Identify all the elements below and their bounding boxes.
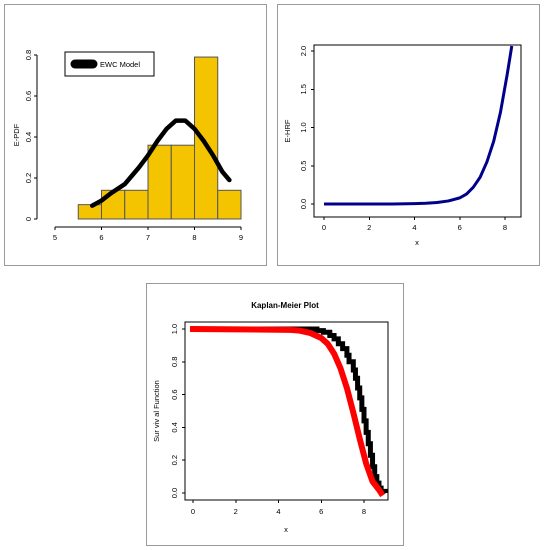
- histogram-bar: [124, 189, 149, 220]
- x-tick-label: 6: [319, 507, 323, 516]
- x-tick-label: 0: [191, 507, 195, 516]
- x-tick-label: 7: [146, 233, 150, 242]
- histogram-bar: [194, 56, 219, 220]
- histogram-bar: [77, 204, 102, 220]
- x-tick-label: 5: [53, 233, 57, 242]
- x-axis-label: x: [284, 525, 288, 534]
- plot-frame: [184, 321, 389, 501]
- hazard-rate-chart: 0 2 4 6 8 0.0 0.5 1.0 1.5 2.0 x E-HRF: [283, 44, 522, 247]
- x-tick-label: 8: [503, 223, 507, 232]
- y-tick-label: 0.8: [24, 50, 33, 60]
- y-tick-label: 0.0: [170, 488, 179, 498]
- x-tick-label: 6: [458, 223, 462, 232]
- y-tick-label: 0: [24, 217, 33, 221]
- x-tick-label: 4: [276, 507, 280, 516]
- y-tick-label: 0.6: [170, 389, 179, 399]
- y-tick-label: 0.2: [170, 455, 179, 465]
- y-tick-label: 0.2: [24, 173, 33, 183]
- y-tick-label: 0.4: [24, 132, 33, 142]
- y-tick-label: 1.5: [299, 84, 308, 94]
- y-tick-label: 0.0: [299, 199, 308, 209]
- y-tick-label: 1.0: [170, 324, 179, 334]
- fitted-survival-curve: [189, 325, 386, 498]
- x-tick-label: 9: [239, 233, 243, 242]
- x-tick-label: 4: [412, 223, 416, 232]
- histogram-bar: [217, 189, 242, 220]
- x-axis-label: x: [415, 238, 419, 247]
- hazard-curve: [324, 45, 514, 206]
- histogram-bar: [147, 144, 172, 220]
- y-tick-label: 1.0: [299, 122, 308, 132]
- hazard-rate-panel: 0 2 4 6 8 0.0 0.5 1.0 1.5 2.0 x E-HRF: [277, 4, 540, 266]
- x-tick-label: 2: [367, 223, 371, 232]
- y-tick-label: 0.5: [299, 161, 308, 171]
- y-axis-label: E-PDF: [12, 123, 21, 146]
- y-tick-label: 0.8: [170, 357, 179, 367]
- x-tick-label: 8: [192, 233, 196, 242]
- histogram-bar: [170, 144, 195, 220]
- histogram-bar: [101, 189, 126, 220]
- kaplan-meier-chart: Kaplan-Meier Plot 0 2 4 6 8 0.0 0.2 0.4 0.6 0.8 1.…: [152, 301, 389, 534]
- chart-title: Kaplan-Meier Plot: [251, 301, 319, 310]
- x-tick-label: 6: [99, 233, 103, 242]
- plot-frame: [313, 44, 522, 218]
- y-axis-label: Sur viv al Function: [152, 380, 161, 442]
- x-tick-label: 8: [362, 507, 366, 516]
- legend-entry-ewc-model: EWC Model: [100, 60, 140, 69]
- y-tick-label: 2.0: [299, 46, 308, 56]
- empirical-survival-steps: [193, 326, 388, 494]
- density-curve: [89, 118, 232, 208]
- x-tick-label: 0: [322, 223, 326, 232]
- y-tick-label: 0.6: [24, 91, 33, 101]
- x-tick-label: 2: [234, 507, 238, 516]
- y-tick-label: 0.4: [170, 422, 179, 432]
- y-axis-label: E-HRF: [283, 119, 292, 142]
- legend: EWC Model: [64, 51, 155, 77]
- pdf-histogram-panel: 5 6 7 8 9 0 0.2 0.4 0.6 0.8 EWC Model E-PDF: [4, 4, 267, 266]
- pdf-histogram-chart: 5 6 7 8 9 0 0.2 0.4 0.6 0.8 EWC Model E-PDF: [12, 50, 243, 242]
- kaplan-meier-panel: Kaplan-Meier Plot 0 2 4 6 8 0.0 0.2 0.4 0.6 0.8 1.…: [146, 283, 404, 546]
